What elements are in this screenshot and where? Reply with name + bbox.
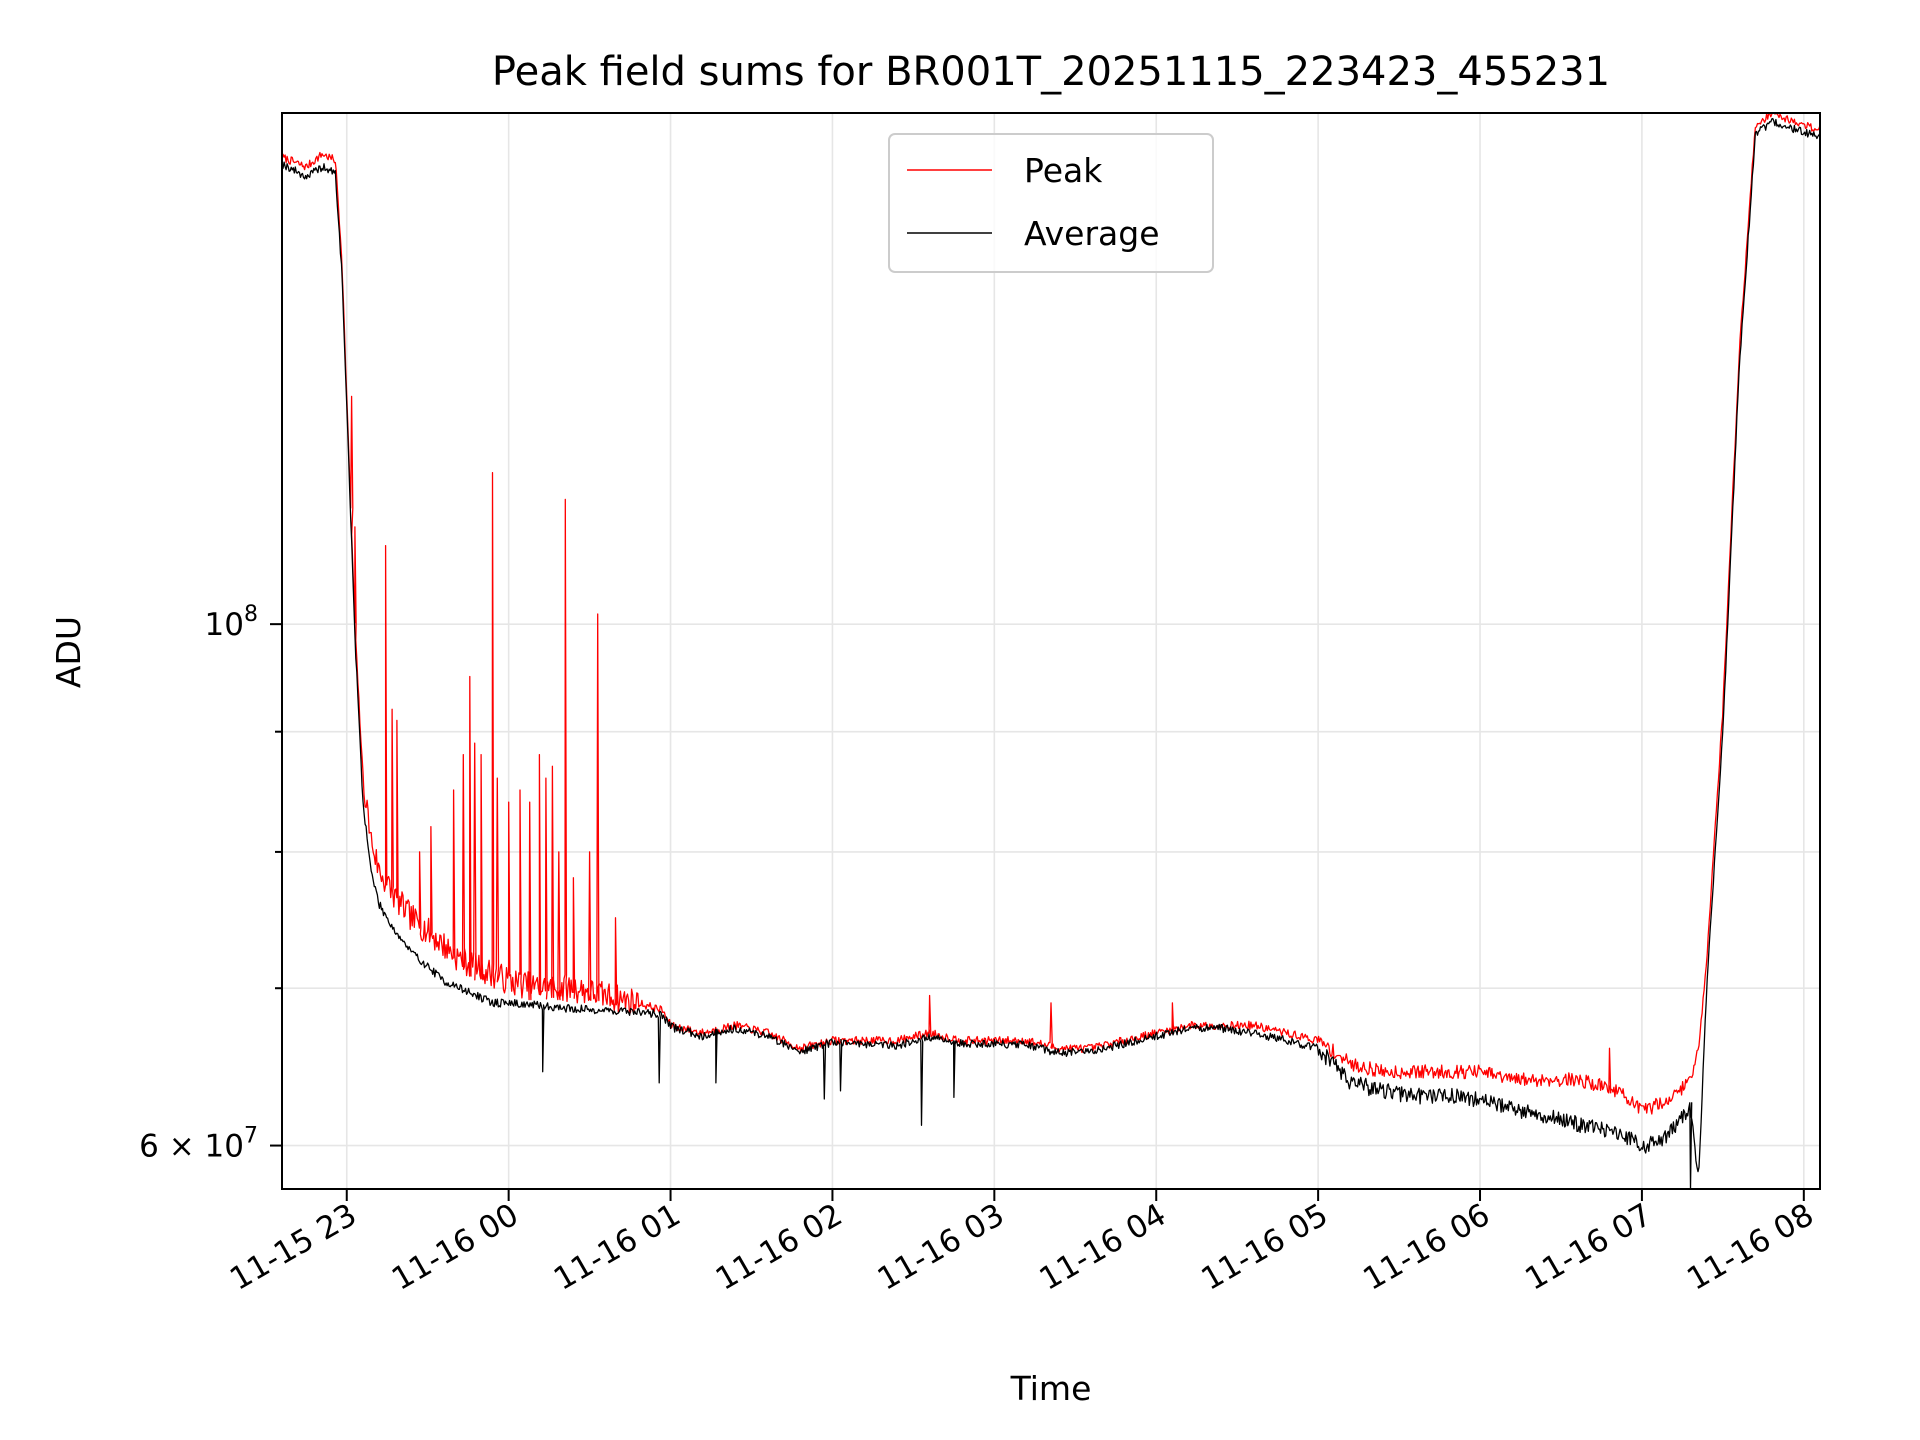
legend-box [888,133,1214,273]
series-line-average [282,117,1820,1189]
legend-label-average: Average [1024,214,1160,253]
y-axis-label: ADU [49,616,88,688]
y-tick-label: 6 × 107 [139,1124,258,1165]
series-layer [282,113,1820,1189]
x-axis-label: Time [1010,1369,1092,1408]
grid-layer [282,113,1820,1189]
legend: Peak Average [888,133,1214,273]
y-tick-label: 108 [205,602,258,643]
legend-label-peak: Peak [1024,151,1103,190]
series-line-peak [282,113,1820,1115]
chart-title: Peak field sums for BR001T_20251115_2234… [492,49,1610,95]
plot-frame [281,112,1821,1190]
